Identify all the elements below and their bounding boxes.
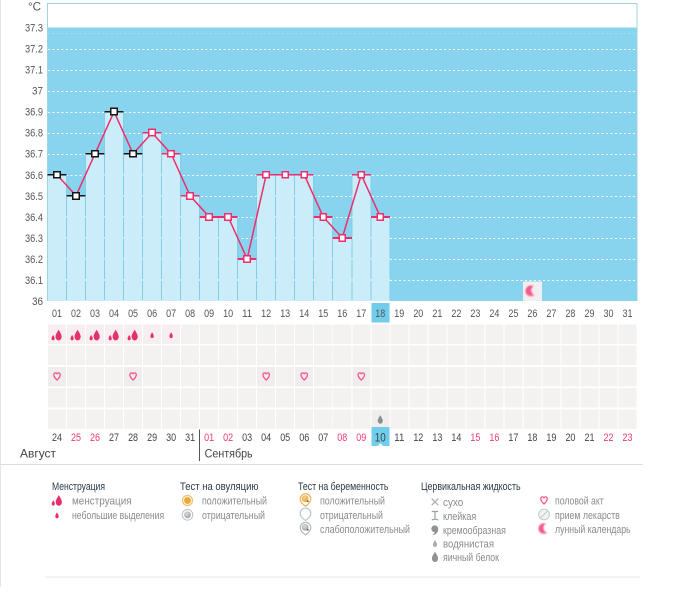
svg-text:09: 09 bbox=[204, 308, 214, 320]
svg-text:02: 02 bbox=[223, 432, 233, 444]
svg-text:лунный календарь: лунный календарь bbox=[555, 524, 631, 536]
svg-text:17: 17 bbox=[508, 432, 518, 444]
svg-text:37.1: 37.1 bbox=[25, 65, 43, 77]
svg-text:10: 10 bbox=[375, 430, 386, 444]
svg-text:Тест на овуляцию: Тест на овуляцию bbox=[180, 481, 259, 493]
svg-text:02: 02 bbox=[71, 308, 81, 320]
svg-text:30: 30 bbox=[166, 432, 176, 444]
svg-text:23: 23 bbox=[622, 432, 632, 444]
svg-text:20: 20 bbox=[565, 432, 575, 444]
svg-text:Цервикальная жидкость: Цервикальная жидкость bbox=[421, 481, 521, 493]
svg-text:01: 01 bbox=[52, 308, 62, 320]
svg-text:13: 13 bbox=[432, 432, 442, 444]
svg-text:21: 21 bbox=[432, 308, 442, 320]
svg-text:13: 13 bbox=[280, 308, 290, 320]
svg-text:04: 04 bbox=[109, 308, 119, 320]
svg-text:19: 19 bbox=[546, 432, 556, 444]
svg-text:18: 18 bbox=[375, 308, 385, 320]
svg-text:05: 05 bbox=[128, 308, 138, 320]
svg-text:31: 31 bbox=[185, 432, 195, 444]
svg-text:яичный белок: яичный белок bbox=[443, 552, 499, 564]
svg-text:24: 24 bbox=[489, 308, 499, 320]
svg-text:36: 36 bbox=[32, 296, 43, 308]
svg-text:15: 15 bbox=[470, 432, 480, 444]
svg-text:положительный: положительный bbox=[320, 496, 385, 508]
svg-text:07: 07 bbox=[166, 308, 176, 320]
svg-text:29: 29 bbox=[584, 308, 594, 320]
svg-text:Тест на беременность: Тест на беременность bbox=[298, 481, 389, 493]
svg-text:01: 01 bbox=[204, 432, 214, 444]
svg-text:положительный: положительный bbox=[202, 496, 267, 508]
svg-text:25: 25 bbox=[508, 308, 518, 320]
svg-text:14: 14 bbox=[451, 432, 461, 444]
svg-text:26: 26 bbox=[527, 308, 537, 320]
svg-text:03: 03 bbox=[242, 432, 252, 444]
svg-text:водянистая: водянистая bbox=[443, 539, 494, 551]
svg-text:08: 08 bbox=[337, 432, 347, 444]
svg-text:37: 37 bbox=[32, 86, 43, 98]
svg-text:11: 11 bbox=[394, 432, 404, 444]
svg-text:10: 10 bbox=[223, 308, 233, 320]
svg-text:клейкая: клейкая bbox=[443, 511, 476, 523]
svg-text:30: 30 bbox=[603, 308, 613, 320]
svg-text:37.2: 37.2 bbox=[25, 44, 43, 56]
svg-text:36.4: 36.4 bbox=[25, 212, 43, 224]
svg-text:28: 28 bbox=[565, 308, 575, 320]
svg-text:прием лекарств: прием лекарств bbox=[555, 510, 620, 522]
svg-text:22: 22 bbox=[603, 432, 613, 444]
svg-text:19: 19 bbox=[394, 308, 404, 320]
svg-text:04: 04 bbox=[261, 432, 271, 444]
svg-text:12: 12 bbox=[413, 432, 423, 444]
svg-text:кремообразная: кремообразная bbox=[443, 525, 506, 537]
svg-text:36.9: 36.9 bbox=[25, 107, 43, 119]
svg-text:23: 23 bbox=[470, 308, 480, 320]
svg-text:Август: Август bbox=[20, 447, 56, 461]
svg-text:16: 16 bbox=[489, 432, 499, 444]
svg-text:14: 14 bbox=[299, 308, 309, 320]
svg-text:36.2: 36.2 bbox=[25, 254, 43, 266]
svg-text:22: 22 bbox=[451, 308, 461, 320]
svg-text:28: 28 bbox=[128, 432, 138, 444]
svg-text:11: 11 bbox=[242, 308, 252, 320]
svg-text:09: 09 bbox=[356, 432, 366, 444]
svg-text:36.1: 36.1 bbox=[25, 275, 43, 287]
svg-text:Менструация: Менструация bbox=[52, 481, 105, 493]
svg-text:21: 21 bbox=[584, 432, 594, 444]
svg-text:29: 29 bbox=[147, 432, 157, 444]
svg-text:37.3: 37.3 bbox=[25, 23, 43, 35]
svg-text:06: 06 bbox=[299, 432, 309, 444]
svg-text:17: 17 bbox=[356, 308, 366, 320]
svg-text:небольшие выделения: небольшие выделения bbox=[72, 510, 164, 522]
svg-text:07: 07 bbox=[318, 432, 328, 444]
svg-text:31: 31 bbox=[622, 308, 632, 320]
svg-text:сухо: сухо bbox=[443, 497, 463, 509]
svg-text:36.7: 36.7 bbox=[25, 149, 43, 161]
svg-text:36.5: 36.5 bbox=[25, 191, 43, 203]
svg-text:27: 27 bbox=[546, 308, 556, 320]
svg-text:отрицательный: отрицательный bbox=[320, 510, 383, 522]
svg-text:20: 20 bbox=[413, 308, 423, 320]
svg-text:06: 06 bbox=[147, 308, 157, 320]
svg-text:15: 15 bbox=[318, 308, 328, 320]
svg-text:слабоположительный: слабоположительный bbox=[320, 524, 410, 536]
svg-text:Сентябрь: Сентябрь bbox=[205, 447, 253, 461]
svg-text:36.3: 36.3 bbox=[25, 233, 43, 245]
svg-text:°C: °C bbox=[28, 0, 41, 14]
svg-text:03: 03 bbox=[90, 308, 100, 320]
svg-text:16: 16 bbox=[337, 308, 347, 320]
svg-text:08: 08 bbox=[185, 308, 195, 320]
svg-text:27: 27 bbox=[109, 432, 119, 444]
svg-text:25: 25 bbox=[71, 432, 81, 444]
svg-text:половой акт: половой акт bbox=[555, 496, 604, 508]
svg-text:05: 05 bbox=[280, 432, 290, 444]
svg-text:24: 24 bbox=[52, 432, 62, 444]
svg-text:12: 12 bbox=[261, 308, 271, 320]
svg-text:26: 26 bbox=[90, 432, 100, 444]
svg-text:36.6: 36.6 bbox=[25, 170, 43, 182]
svg-text:менструация: менструация bbox=[72, 496, 132, 508]
svg-text:18: 18 bbox=[527, 432, 537, 444]
svg-text:36.8: 36.8 bbox=[25, 128, 43, 140]
svg-text:отрицательный: отрицательный bbox=[202, 510, 265, 522]
